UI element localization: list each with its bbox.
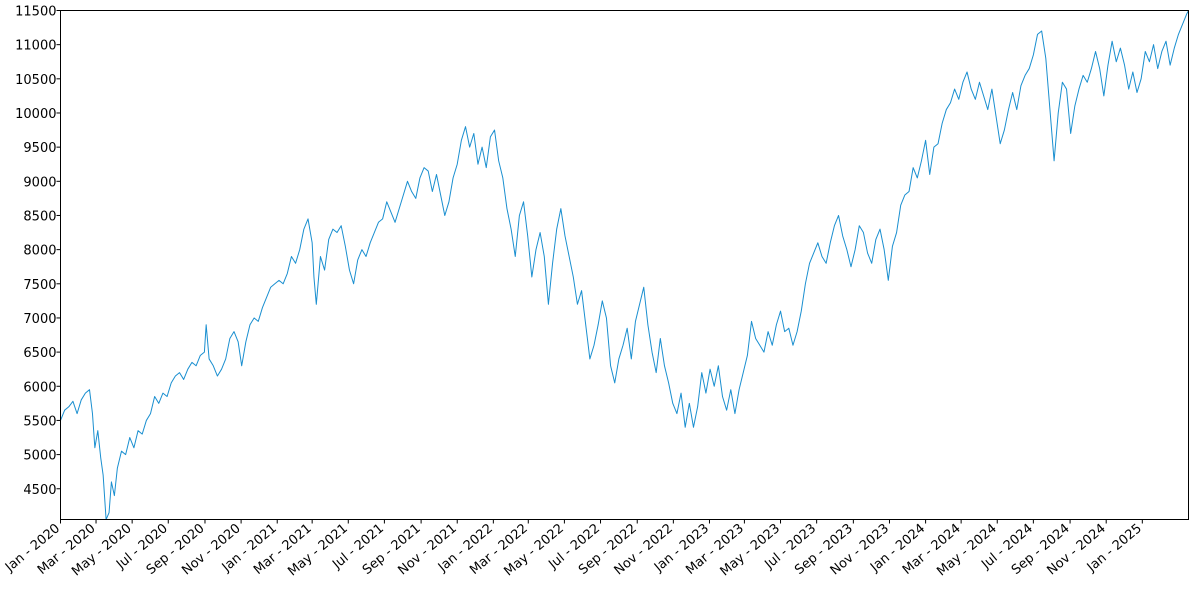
plot-frame — [60, 10, 1189, 520]
y-tick-label: 6500 — [23, 346, 56, 361]
y-tick-label: 7000 — [23, 312, 56, 327]
y-tick-label: 9500 — [23, 141, 56, 156]
y-tick-label: 4500 — [23, 483, 56, 498]
y-tick-label: 5000 — [23, 449, 56, 464]
y-tick-label: 10500 — [15, 73, 56, 88]
y-axis: 4500 5000 5500 6000 6500 7000 7500 8000 8500 9000… — [15, 5, 61, 498]
y-tick-label: 8500 — [23, 209, 56, 224]
y-tick-label: 8000 — [23, 244, 56, 259]
y-tick-label: 7500 — [23, 278, 56, 293]
y-tick-label: 10000 — [15, 107, 56, 122]
y-tick-label: 5500 — [23, 414, 56, 429]
y-tick-label: 11000 — [15, 39, 56, 54]
y-tick-label: 9000 — [23, 175, 56, 190]
y-tick-label: 11500 — [15, 5, 56, 20]
plot-area — [60, 10, 1189, 520]
y-tick-label: 6000 — [23, 380, 56, 395]
series-line-0 — [60, 10, 1189, 520]
